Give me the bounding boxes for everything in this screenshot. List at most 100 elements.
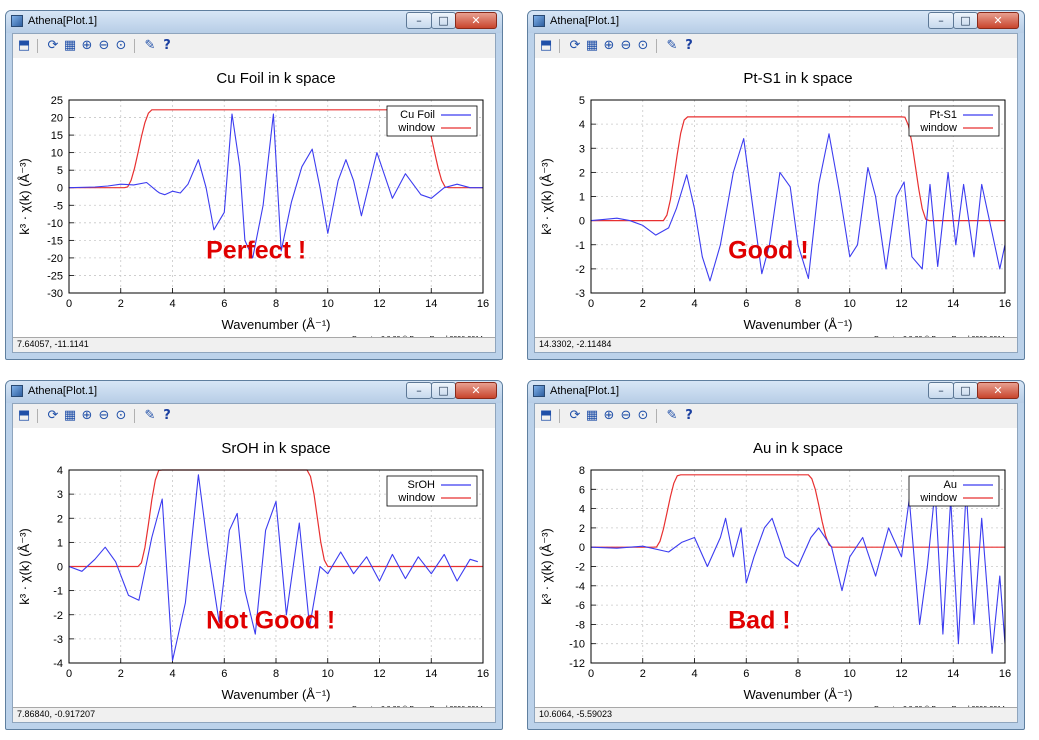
x-tick-label: 12 (895, 298, 907, 310)
config-icon[interactable]: ✎ (666, 38, 678, 53)
maximize-button[interactable]: □ (431, 382, 456, 399)
zoom-reset-icon[interactable]: ⊙ (115, 408, 127, 423)
x-tick-label: 2 (118, 298, 124, 310)
app-icon (11, 385, 23, 397)
app-icon (11, 15, 23, 27)
y-tick-label: -25 (47, 270, 63, 282)
x-tick-label: 8 (795, 668, 801, 680)
zoom-reset-icon[interactable]: ⊙ (637, 408, 649, 423)
toolbar-separator (559, 409, 565, 423)
zoom-in-icon[interactable]: ⊕ (81, 38, 93, 53)
x-tick-label: 4 (691, 668, 697, 680)
title-bar[interactable]: Athena[Plot.1] – □ ✕ (528, 11, 1024, 33)
grid-icon[interactable]: ▦ (585, 38, 599, 53)
close-button[interactable]: ✕ (977, 12, 1019, 29)
window-title: Athena[Plot.1] (28, 385, 98, 397)
y-tick-label: 0 (57, 183, 63, 195)
status-bar: 10.6064, -5.59023 (535, 707, 1017, 722)
toolbar-separator (134, 409, 140, 423)
grid-icon[interactable]: ▦ (63, 408, 77, 423)
plot-area[interactable]: Cu Foil in k space 0 2 4 6 8 10 12 14 16 -30 -25 -20… (13, 58, 495, 342)
maximize-button[interactable]: □ (953, 382, 978, 399)
chart-title: Pt-S1 in k space (743, 70, 852, 87)
y-tick-label: -10 (569, 639, 585, 651)
minimize-button[interactable]: – (406, 12, 432, 29)
zoom-in-icon[interactable]: ⊕ (81, 408, 93, 423)
y-tick-label: -15 (47, 235, 63, 247)
help-icon[interactable]: ? (163, 408, 171, 423)
minimize-button[interactable]: – (406, 382, 432, 399)
grid-icon[interactable]: ▦ (63, 38, 77, 53)
y-tick-label: -5 (53, 200, 63, 212)
close-button[interactable]: ✕ (455, 382, 497, 399)
y-axis-label: k³ · χ(k) (Å⁻³) (17, 158, 32, 235)
x-tick-label: 16 (477, 668, 489, 680)
data-series-line (68, 474, 478, 662)
config-icon[interactable]: ✎ (144, 408, 156, 423)
help-icon[interactable]: ? (163, 38, 171, 53)
config-icon[interactable]: ✎ (666, 408, 678, 423)
x-tick-label: 4 (169, 668, 175, 680)
legend-label: SrOH (408, 479, 436, 491)
x-tick-label: 10 (844, 668, 856, 680)
x-tick-label: 10 (844, 298, 856, 310)
y-tick-label: 10 (51, 148, 63, 160)
minimize-button[interactable]: – (928, 382, 954, 399)
refresh-icon[interactable]: ⟳ (569, 38, 581, 53)
app-icon (533, 15, 545, 27)
refresh-icon[interactable]: ⟳ (47, 408, 59, 423)
title-bar[interactable]: Athena[Plot.1] – □ ✕ (6, 11, 502, 33)
y-tick-label: -2 (575, 562, 585, 574)
refresh-icon[interactable]: ⟳ (47, 38, 59, 53)
title-bar[interactable]: Athena[Plot.1] – □ ✕ (6, 381, 502, 403)
export-icon[interactable]: ⬒ (17, 408, 31, 423)
y-tick-label: -4 (53, 658, 63, 670)
y-tick-label: 2 (579, 167, 585, 179)
y-tick-label: 3 (57, 489, 63, 501)
toolbar: ⬒ ⟳ ▦ ⊕ ⊖ ⊙ ✎? (13, 404, 495, 428)
toolbar: ⬒ ⟳ ▦ ⊕ ⊖ ⊙ ✎? (535, 34, 1017, 58)
config-icon[interactable]: ✎ (144, 38, 156, 53)
export-icon[interactable]: ⬒ (539, 408, 553, 423)
x-tick-label: 14 (425, 668, 437, 680)
y-tick-label: 4 (579, 119, 585, 131)
maximize-button[interactable]: □ (431, 12, 456, 29)
zoom-in-icon[interactable]: ⊕ (603, 38, 615, 53)
zoom-reset-icon[interactable]: ⊙ (115, 38, 127, 53)
plot-frame (590, 99, 1006, 294)
zoom-out-icon[interactable]: ⊖ (98, 408, 110, 423)
zoom-out-icon[interactable]: ⊖ (620, 408, 632, 423)
close-button[interactable]: ✕ (455, 12, 497, 29)
toolbar-separator (559, 39, 565, 53)
minimize-button[interactable]: – (928, 12, 954, 29)
close-button[interactable]: ✕ (977, 382, 1019, 399)
zoom-out-icon[interactable]: ⊖ (98, 38, 110, 53)
window-client: ⬒ ⟳ ▦ ⊕ ⊖ ⊙ ✎? SrOH in k space 0 2 4 6 8 10 12 14 16 -4 -3… (12, 403, 496, 723)
title-bar[interactable]: Athena[Plot.1] – □ ✕ (528, 381, 1024, 403)
grid-icon[interactable]: ▦ (585, 408, 599, 423)
x-tick-label: 2 (640, 668, 646, 680)
x-axis-label: Wavenumber (Å⁻¹) (222, 687, 331, 702)
y-axis-label: k³ · χ(k) (Å⁻³) (539, 528, 554, 605)
refresh-icon[interactable]: ⟳ (569, 408, 581, 423)
plot-area[interactable]: Au in k space 0 2 4 6 8 10 12 14 16 -12 -10 -8 -6 -4 -2… (535, 428, 1017, 712)
help-icon[interactable]: ? (685, 408, 693, 423)
x-tick-label: 12 (895, 668, 907, 680)
status-bar: 14.3302, -2.11484 (535, 337, 1017, 352)
y-tick-label: -6 (575, 600, 585, 612)
zoom-out-icon[interactable]: ⊖ (620, 38, 632, 53)
export-icon[interactable]: ⬒ (17, 38, 31, 53)
plot-window: Athena[Plot.1] – □ ✕ ⬒ ⟳ ▦ ⊕ ⊖ ⊙ ✎? Au in k space 0 2… (527, 380, 1025, 730)
toolbar-separator (37, 409, 43, 423)
zoom-in-icon[interactable]: ⊕ (603, 408, 615, 423)
status-bar: 7.86840, -0.917207 (13, 707, 495, 722)
plot-area[interactable]: Pt-S1 in k space 0 2 4 6 8 10 12 14 16 -3 -2 -1 0 1 2 3 4… (535, 58, 1017, 342)
plot-area[interactable]: SrOH in k space 0 2 4 6 8 10 12 14 16 -4 -3 -2 -1 0 1 2 3… (13, 428, 495, 712)
x-tick-label: 16 (477, 298, 489, 310)
help-icon[interactable]: ? (685, 38, 693, 53)
export-icon[interactable]: ⬒ (539, 38, 553, 53)
maximize-button[interactable]: □ (953, 12, 978, 29)
zoom-reset-icon[interactable]: ⊙ (637, 38, 649, 53)
